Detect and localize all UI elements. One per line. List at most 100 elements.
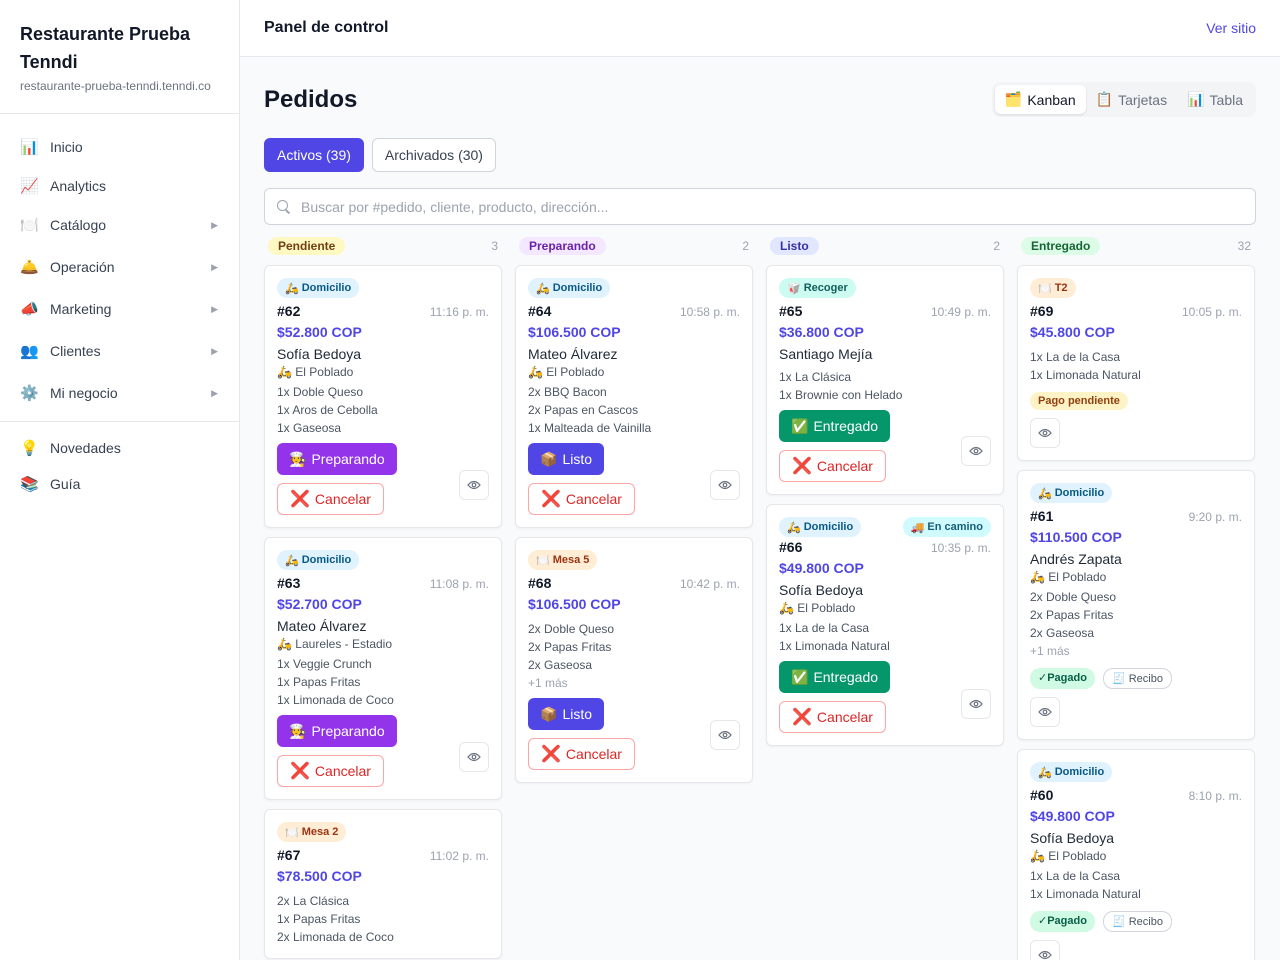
view-order-button[interactable] bbox=[459, 470, 489, 500]
sidebar-item-mi-negocio[interactable]: ⚙️ Mi negocio ▶ bbox=[0, 372, 239, 414]
view-table-button[interactable]: 📊 Tabla bbox=[1177, 85, 1253, 114]
column-title: Preparando bbox=[519, 237, 606, 255]
view-label: Tarjetas bbox=[1118, 91, 1168, 108]
column-title: Entregado bbox=[1021, 237, 1101, 255]
delivery-type-label: Domicilio bbox=[552, 282, 603, 294]
delivery-type-label: Domicilio bbox=[301, 554, 352, 566]
list-item: 1x Limonada Natural bbox=[1030, 887, 1141, 901]
order-card[interactable]: 🛵 Domicilio #61 9:20 p. m. $110.500 COP A… bbox=[1017, 470, 1255, 740]
list-item: 1x Malteada de Vainilla bbox=[528, 421, 652, 435]
list-item: 1x Limonada Natural bbox=[779, 639, 890, 653]
order-card[interactable]: 🍽️ Mesa 5 #68 10:42 p. m. $106.500 COP 2x… bbox=[515, 537, 753, 783]
archived-orders-tab[interactable]: Archivados (30) bbox=[371, 138, 496, 172]
package-icon: 📦 bbox=[540, 705, 558, 722]
view-kanban-button[interactable]: 🗂️ Kanban bbox=[994, 85, 1086, 114]
search-input[interactable] bbox=[301, 198, 1243, 215]
order-items: 2x BBQ Bacon 2x Papas en Cascos 1x Malte… bbox=[528, 383, 740, 437]
mark-ready-button[interactable]: 📦 Listo bbox=[528, 443, 605, 475]
view-order-button[interactable] bbox=[1030, 418, 1060, 448]
customer-name: Sofía Bedoya bbox=[1030, 830, 1115, 846]
delivery-zone: 🛵 El Poblado bbox=[1030, 570, 1242, 584]
view-order-button[interactable] bbox=[1030, 697, 1060, 727]
eye-icon bbox=[718, 480, 732, 490]
view-order-button[interactable] bbox=[710, 720, 740, 750]
column-listo: Listo 2 🥡 Recoger #65 10:49 p. m. $36.800… bbox=[766, 236, 1004, 960]
view-order-button[interactable] bbox=[710, 470, 740, 500]
sidebar: Restaurante Prueba Tenndi restaurante-pr… bbox=[0, 0, 240, 960]
scooter-icon: 🛵 bbox=[277, 365, 292, 379]
sidebar-item-marketing[interactable]: 📣 Marketing ▶ bbox=[0, 288, 239, 330]
order-actions: 📦 Listo ❌ Cancelar bbox=[528, 443, 740, 515]
order-card[interactable]: 🥡 Recoger #65 10:49 p. m. $36.800 COP San… bbox=[766, 265, 1004, 495]
list-item: 2x Papas Fritas bbox=[528, 640, 612, 654]
sidebar-item-analytics[interactable]: 📈 Analytics bbox=[0, 168, 239, 204]
cross-icon: ❌ bbox=[541, 491, 561, 508]
sidebar-item-novedades[interactable]: 💡 Novedades bbox=[0, 430, 239, 466]
order-id: #60 bbox=[1030, 787, 1054, 803]
eye-icon bbox=[467, 480, 481, 490]
sidebar-item-inicio[interactable]: 📊 Inicio bbox=[0, 126, 239, 168]
order-tags: 🍽️ Mesa 5 bbox=[528, 550, 740, 570]
mark-ready-button[interactable]: 📦 Listo bbox=[528, 698, 605, 730]
cancel-order-button[interactable]: ❌ Cancelar bbox=[528, 483, 635, 515]
order-tags: 🛵 Domicilio bbox=[277, 550, 489, 570]
sidebar-item-operacion[interactable]: 🛎️ Operación ▶ bbox=[0, 246, 239, 288]
eye-icon bbox=[969, 446, 983, 456]
order-items: 2x La Clásica 1x Papas Fritas 2x Limonad… bbox=[277, 892, 489, 946]
cancel-order-button[interactable]: ❌ Cancelar bbox=[779, 450, 886, 482]
order-actions: ✅ Entregado ❌ Cancelar bbox=[779, 661, 991, 733]
view-cards-button[interactable]: 📋 Tarjetas bbox=[1086, 85, 1177, 114]
column-title: Pendiente bbox=[268, 237, 346, 255]
cross-icon: ❌ bbox=[541, 746, 561, 763]
cancel-order-button[interactable]: ❌ Cancelar bbox=[277, 483, 384, 515]
receipt-button[interactable]: 🧾 Recibo bbox=[1102, 911, 1172, 932]
mark-preparing-button[interactable]: 🧑‍🍳 Preparando bbox=[277, 715, 397, 747]
order-items: 1x La Clásica 1x Brownie con Helado bbox=[779, 368, 991, 404]
view-switcher: 🗂️ Kanban 📋 Tarjetas 📊 Tabla bbox=[991, 82, 1256, 117]
order-card[interactable]: 🛵 Domicilio #64 10:58 p. m. $106.500 COP … bbox=[515, 265, 753, 528]
mark-delivered-button[interactable]: ✅ Entregado bbox=[779, 410, 891, 442]
order-card[interactable]: 🛵 Domicilio 🚚 En camino #66 10:35 p. m. $4… bbox=[766, 504, 1004, 746]
order-card[interactable]: 🛵 Domicilio #63 11:08 p. m. $52.700 COP M… bbox=[264, 537, 502, 800]
cancel-order-button[interactable]: ❌ Cancelar bbox=[528, 738, 635, 770]
order-card[interactable]: 🍽️ T2 #69 10:05 p. m. $45.800 COP 1x La d… bbox=[1017, 265, 1255, 461]
view-order-button[interactable] bbox=[961, 436, 991, 466]
header-title: Panel de control bbox=[264, 19, 389, 36]
zone-label: El Poblado bbox=[1048, 849, 1107, 863]
order-tags: 🛵 Domicilio 🚚 En camino bbox=[779, 517, 991, 537]
scooter-icon: 🛵 bbox=[285, 282, 299, 295]
order-card[interactable]: 🛵 Domicilio #62 11:16 p. m. $52.800 COP S… bbox=[264, 265, 502, 528]
view-site-link[interactable]: Ver sitio bbox=[1206, 20, 1256, 36]
order-id-row: #66 10:35 p. m. bbox=[779, 539, 991, 555]
package-icon: 📦 bbox=[540, 450, 558, 467]
delivery-zone: 🛵 El Poblado bbox=[528, 365, 740, 379]
chevron-right-icon: ▶ bbox=[211, 303, 218, 314]
cancel-order-button[interactable]: ❌ Cancelar bbox=[779, 701, 886, 733]
sidebar-item-label: Marketing bbox=[50, 301, 112, 317]
view-order-button[interactable] bbox=[961, 689, 991, 719]
lightbulb-icon: 💡 bbox=[20, 440, 39, 457]
zone-label: El Poblado bbox=[797, 601, 856, 615]
mark-delivered-button[interactable]: ✅ Entregado bbox=[779, 661, 891, 693]
receipt-button[interactable]: 🧾 Recibo bbox=[1102, 668, 1172, 689]
sidebar-item-clientes[interactable]: 👥 Clientes ▶ bbox=[0, 330, 239, 372]
cancel-order-button[interactable]: ❌ Cancelar bbox=[277, 755, 384, 787]
check-icon: ✓ bbox=[1038, 915, 1048, 927]
view-order-button[interactable] bbox=[1030, 940, 1060, 960]
order-card[interactable]: 🛵 Domicilio #60 8:10 p. m. $49.800 COP So… bbox=[1017, 749, 1255, 960]
list-item: 2x La Clásica bbox=[277, 894, 350, 908]
view-order-button[interactable] bbox=[459, 742, 489, 772]
table-badge: 🍽️ T2 bbox=[1030, 278, 1076, 298]
scooter-icon: 🛵 bbox=[277, 637, 292, 651]
scooter-icon: 🛵 bbox=[779, 601, 794, 615]
order-id: #66 bbox=[779, 539, 803, 555]
sidebar-item-guia[interactable]: 📚 Guía bbox=[0, 466, 239, 502]
order-card[interactable]: 🍽️ Mesa 2 #67 11:02 p. m. $78.500 COP 2x … bbox=[264, 809, 502, 959]
order-items: 1x La de la Casa 1x Limonada Natural bbox=[1030, 867, 1242, 903]
mark-preparing-button[interactable]: 🧑‍🍳 Preparando bbox=[277, 443, 397, 475]
sidebar-item-catalogo[interactable]: 🍽️ Catálogo ▶ bbox=[0, 204, 239, 246]
table-badge: 🍽️ Mesa 5 bbox=[528, 550, 598, 570]
list-item: 2x Gaseosa bbox=[1030, 626, 1095, 640]
active-orders-tab[interactable]: Activos (39) bbox=[264, 138, 364, 172]
gear-icon: ⚙️ bbox=[20, 385, 39, 402]
